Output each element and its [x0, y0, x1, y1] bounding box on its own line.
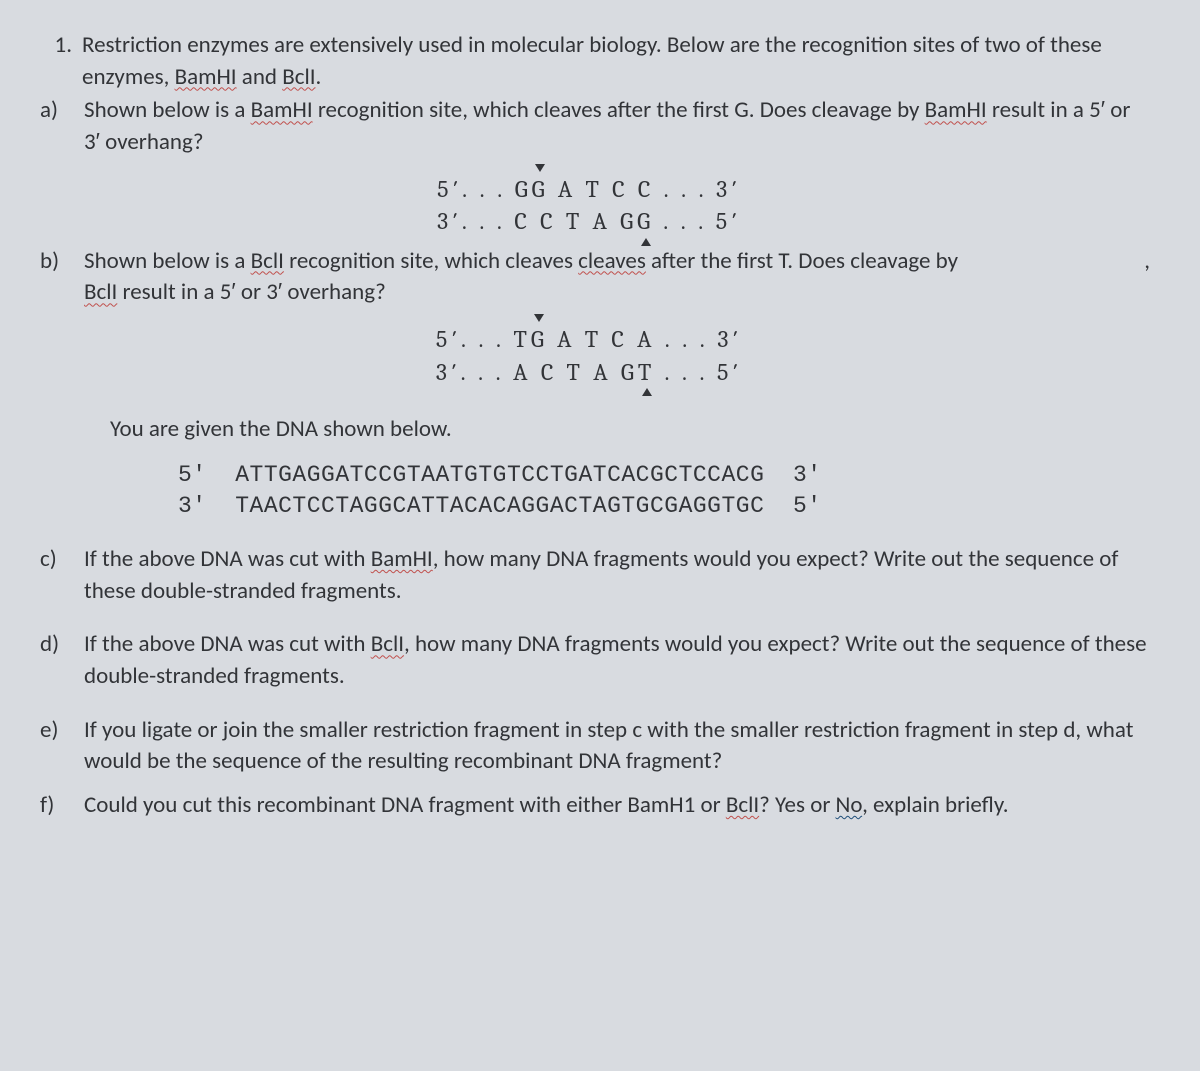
- part-e-body: If you ligate or join the smaller restri…: [84, 715, 1150, 778]
- seq-b-top-mark: G: [531, 325, 548, 353]
- triangle-up-icon: [641, 238, 651, 246]
- d-text-1: If the above DNA was cut with: [84, 630, 371, 658]
- part-f-letter: f): [38, 790, 78, 822]
- f-text-3: , explain briefly.: [862, 791, 1008, 819]
- bcll-b2: BclI: [84, 278, 117, 306]
- seq-b-bot-cleave-marker: T: [638, 356, 655, 388]
- a-text-2: recognition site, which cleaves after th…: [313, 96, 925, 124]
- and-text: and: [237, 63, 283, 91]
- part-f-row: f) Could you cut this recombinant DNA fr…: [28, 790, 1150, 822]
- seq-b-bot-post: . . . 5′: [655, 358, 742, 386]
- part-b-letter: b): [38, 246, 78, 278]
- seq-a-bot-cleave-marker: G: [637, 205, 654, 237]
- dna-top-strand: 5′ ATTGAGGATCCGTAATGTGTCCTGATCACGCTCCACG…: [178, 462, 822, 488]
- f-text-1: Could you cut this recombinant DNA fragm…: [84, 791, 726, 819]
- part-e-row: e) If you ligate or join the smaller res…: [28, 715, 1150, 778]
- given-dna-intro: You are given the DNA shown below.: [28, 414, 1150, 446]
- part-f-body: Could you cut this recombinant DNA fragm…: [84, 790, 1150, 822]
- seq-b-bot: 3′. . . A C T A GT . . . 5′: [28, 356, 1150, 388]
- a-text-1: Shown below is a: [84, 96, 251, 124]
- bcll-d: BclI: [371, 630, 404, 658]
- b-text-4: result in a 5′ or 3′ overhang?: [117, 278, 385, 306]
- b-text-2: recognition site, which cleaves: [284, 247, 578, 275]
- part-d-body: If the above DNA was cut with BclI, how …: [84, 629, 1150, 692]
- bamhi-a2: BamHI: [925, 96, 987, 124]
- b-text-3: after the first T. Does cleavage by: [646, 247, 958, 275]
- seq-a-top-pre: 5′. . . G: [437, 175, 532, 203]
- seq-b-bot-pre: 3′. . . A C T A G: [436, 358, 638, 386]
- part-c-letter: c): [38, 544, 78, 576]
- part-b-row: b) Shown below is a BclI recognition sit…: [28, 246, 1150, 309]
- part-c-row: c) If the above DNA was cut with BamHI, …: [28, 544, 1150, 607]
- b-text-1: Shown below is a: [84, 247, 251, 275]
- seq-a-top: 5′. . . GG A T C C . . . 3′: [28, 173, 1150, 205]
- part-b-body: Shown below is a BclI recognition site, …: [84, 246, 1150, 309]
- part-a-letter: a): [38, 95, 78, 127]
- triangle-up-icon: [642, 388, 652, 396]
- seq-a-top-cleave-marker: G: [532, 173, 549, 205]
- bamhi-term: BamHI: [175, 63, 237, 91]
- sequence-a: 5′. . . GG A T C C . . . 3′ 3′. . . C C …: [28, 173, 1150, 238]
- no-underline: No: [836, 791, 863, 819]
- question-number: 1.: [28, 30, 82, 62]
- bcll-f: BclI: [726, 791, 759, 819]
- part-c-body: If the above DNA was cut with BamHI, how…: [84, 544, 1150, 607]
- dna-bottom-strand: 3′ TAACTCCTAGGCATTACACAGGACTAGTGCGAGGTGC…: [178, 493, 822, 519]
- bcll-term: BclI: [282, 63, 315, 91]
- seq-a-bot-mark: G: [637, 207, 654, 235]
- part-a-row: a) Shown below is a BamHI recognition si…: [28, 95, 1150, 158]
- f-text-2: ? Yes or: [759, 791, 835, 819]
- seq-a-bot-pre: 3′. . . C C T A G: [437, 207, 637, 235]
- triangle-down-icon: [535, 164, 545, 172]
- period: .: [316, 63, 322, 91]
- seq-b-top: 5′. . . TG A T C A . . . 3′: [28, 323, 1150, 355]
- c-text-1: If the above DNA was cut with: [84, 545, 371, 573]
- seq-a-top-mark: G: [532, 175, 549, 203]
- question-1-header: 1. Restriction enzymes are extensively u…: [28, 30, 1150, 93]
- seq-a-bot-post: . . . 5′: [654, 207, 741, 235]
- sequence-b: 5′. . . TG A T C A . . . 3′ 3′. . . A C …: [28, 323, 1150, 388]
- trailing-comma: ,: [1144, 246, 1150, 278]
- triangle-down-icon: [534, 314, 544, 322]
- seq-b-top-pre: 5′. . . T: [436, 325, 531, 353]
- part-e-letter: e): [38, 715, 78, 747]
- question-intro: Restriction enzymes are extensively used…: [82, 30, 1150, 93]
- bamhi-c: BamHI: [371, 545, 433, 573]
- seq-b-top-post: A T C A . . . 3′: [548, 325, 742, 353]
- seq-b-bot-mark: T: [638, 358, 655, 386]
- seq-a-top-post: A T C C . . . 3′: [549, 175, 741, 203]
- given-dna-sequence: 5′ ATTGAGGATCCGTAATGTGTCCTGATCACGCTCCACG…: [28, 460, 1150, 522]
- part-d-letter: d): [38, 629, 78, 661]
- part-d-row: d) If the above DNA was cut with BclI, h…: [28, 629, 1150, 692]
- seq-a-bot: 3′. . . C C T A GG . . . 5′: [28, 205, 1150, 237]
- cleaves-dup: cleaves: [578, 247, 646, 275]
- bcll-b1: BclI: [251, 247, 284, 275]
- seq-b-top-cleave-marker: G: [531, 323, 548, 355]
- part-a-body: Shown below is a BamHI recognition site,…: [84, 95, 1150, 158]
- bamhi-a1: BamHI: [251, 96, 313, 124]
- worksheet-page: 1. Restriction enzymes are extensively u…: [0, 0, 1200, 854]
